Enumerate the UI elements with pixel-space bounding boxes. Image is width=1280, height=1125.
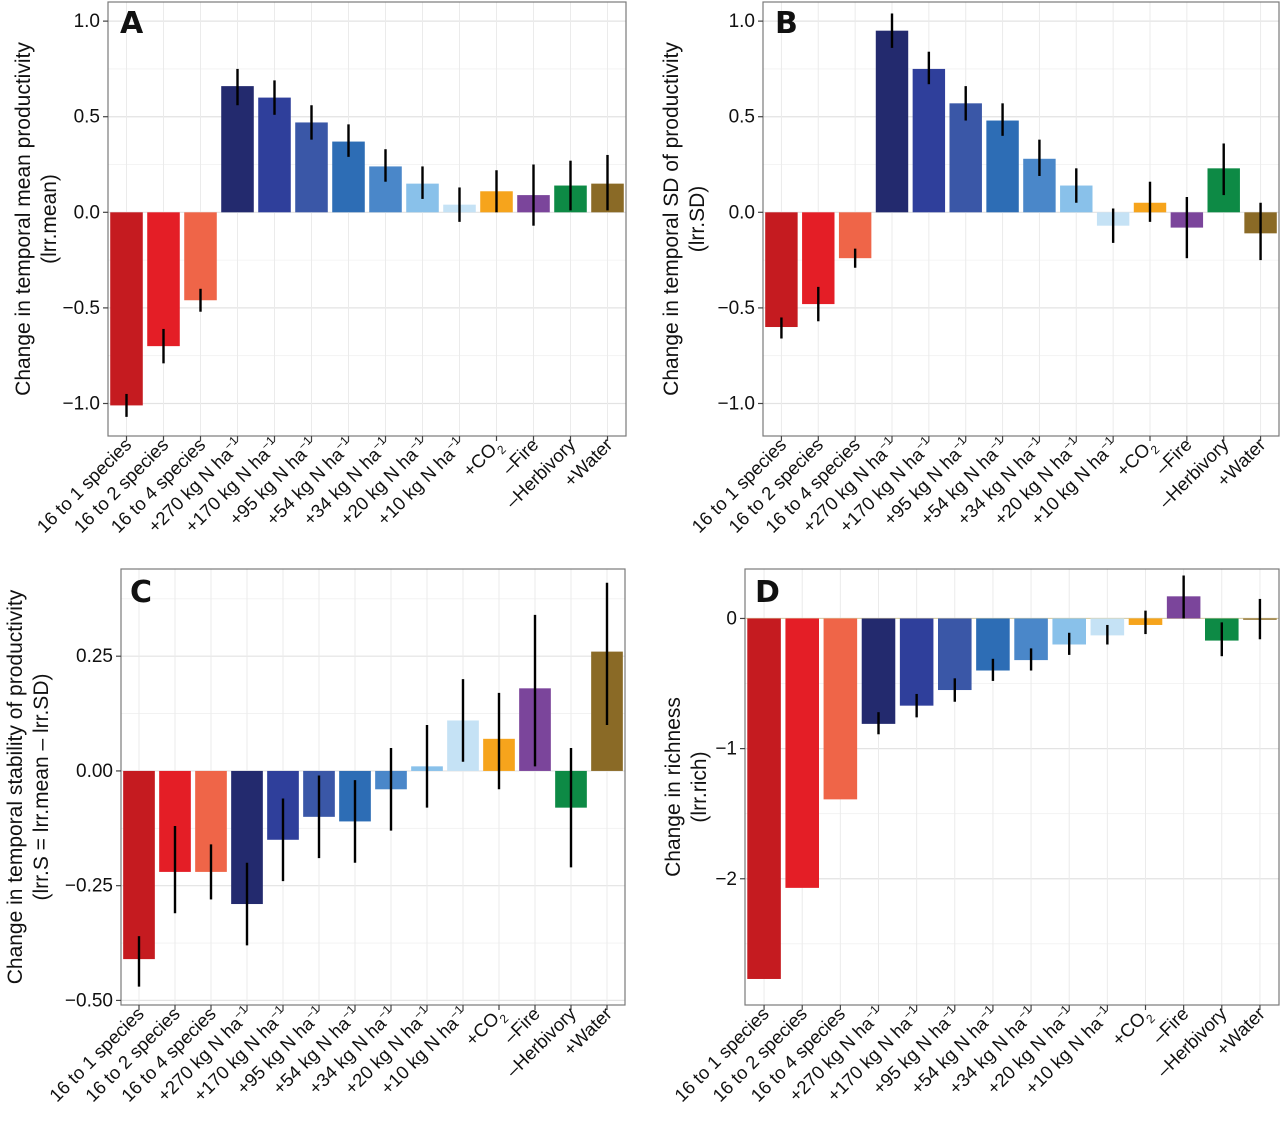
plot-frame <box>120 568 626 1006</box>
bar-1 <box>147 212 180 347</box>
bar-0 <box>765 212 798 328</box>
category-text: +CO <box>1112 439 1154 481</box>
y-tick-label: −0.5 <box>62 298 100 319</box>
panel-letter: D <box>755 575 780 610</box>
category-text: +CO <box>461 1008 503 1050</box>
bar-0 <box>110 212 143 406</box>
y-axis-label-line1: Change in temporal mean productivity <box>12 42 35 396</box>
y-axis-label-line2: (lrr.SD) <box>686 186 709 253</box>
bar-4 <box>258 97 291 213</box>
plot-frame <box>762 1 1280 437</box>
y-tick-label: 0.00 <box>76 761 113 782</box>
plot-frame <box>107 1 627 437</box>
y-tick-label: 1.0 <box>74 11 100 32</box>
y-axis-label: Change in temporal mean productivity (lrr… <box>12 42 61 396</box>
y-axis-label-line1: Change in richness <box>662 697 685 877</box>
bar-0 <box>123 770 155 960</box>
y-tick-label: 0.0 <box>729 202 755 223</box>
x-tick-label: +CO2 <box>1107 1003 1158 1054</box>
y-axis-label-line2: (lrr.S = lrr.mean – lrr.SD) <box>30 674 53 901</box>
y-axis-label-line2: (lrr.mean) <box>38 174 61 264</box>
panel-c: −0.50 −0.25 0.00 0.25 Change in temporal sta… <box>4 568 626 1106</box>
y-tick-label: −1.0 <box>62 393 100 414</box>
y-axis-label: Change in richness (lrr.rich) <box>662 697 711 877</box>
panel-letter: C <box>130 575 152 610</box>
plot-frame <box>744 568 1280 1006</box>
bar-3 <box>221 86 254 213</box>
bar-2 <box>823 618 858 800</box>
y-tick-label: 0.0 <box>74 202 100 223</box>
y-tick-label: −0.25 <box>65 876 113 897</box>
bar-5 <box>938 618 972 691</box>
y-tick-label: 0 <box>726 608 737 629</box>
bar-4 <box>899 618 934 706</box>
y-tick-label: −0.5 <box>717 298 755 319</box>
y-axis-label-line2: (lrr.rich) <box>688 751 711 822</box>
panel-letter: B <box>775 6 798 41</box>
y-axis-label-line1: Change in temporal stability of producti… <box>4 589 27 984</box>
bar-1 <box>785 618 819 888</box>
bar-3 <box>875 30 909 213</box>
y-axis-label: Change in temporal stability of producti… <box>4 589 53 984</box>
category-text: +CO <box>1107 1008 1149 1050</box>
y-axis-label: Change in temporal SD of productivity (lr… <box>660 42 709 396</box>
bar-2 <box>184 212 217 301</box>
y-tick-label: −0.50 <box>65 990 113 1011</box>
panel-letter: A <box>120 6 144 41</box>
y-tick-label: 1.0 <box>729 11 755 32</box>
panel-a: −1.0 −0.5 0.0 0.5 1.0 Change in temporal mean… <box>12 1 627 537</box>
y-axis-label-line1: Change in temporal SD of productivity <box>660 42 683 396</box>
y-tick-label: 0.5 <box>729 107 755 128</box>
bar-0 <box>747 618 781 979</box>
bar-4 <box>912 68 946 213</box>
y-tick-label: −1 <box>715 739 737 760</box>
y-tick-label: −1.0 <box>717 393 755 414</box>
panel-b: −1.0 −0.5 0.0 0.5 1.0 Change in temporal SD o… <box>660 1 1280 537</box>
category-text: +CO <box>458 439 500 481</box>
bar-3 <box>861 618 896 724</box>
y-tick-label: −2 <box>715 869 737 890</box>
bar-5 <box>949 103 982 213</box>
y-tick-label: 0.25 <box>76 646 113 667</box>
y-tick-label: 0.5 <box>74 107 100 128</box>
